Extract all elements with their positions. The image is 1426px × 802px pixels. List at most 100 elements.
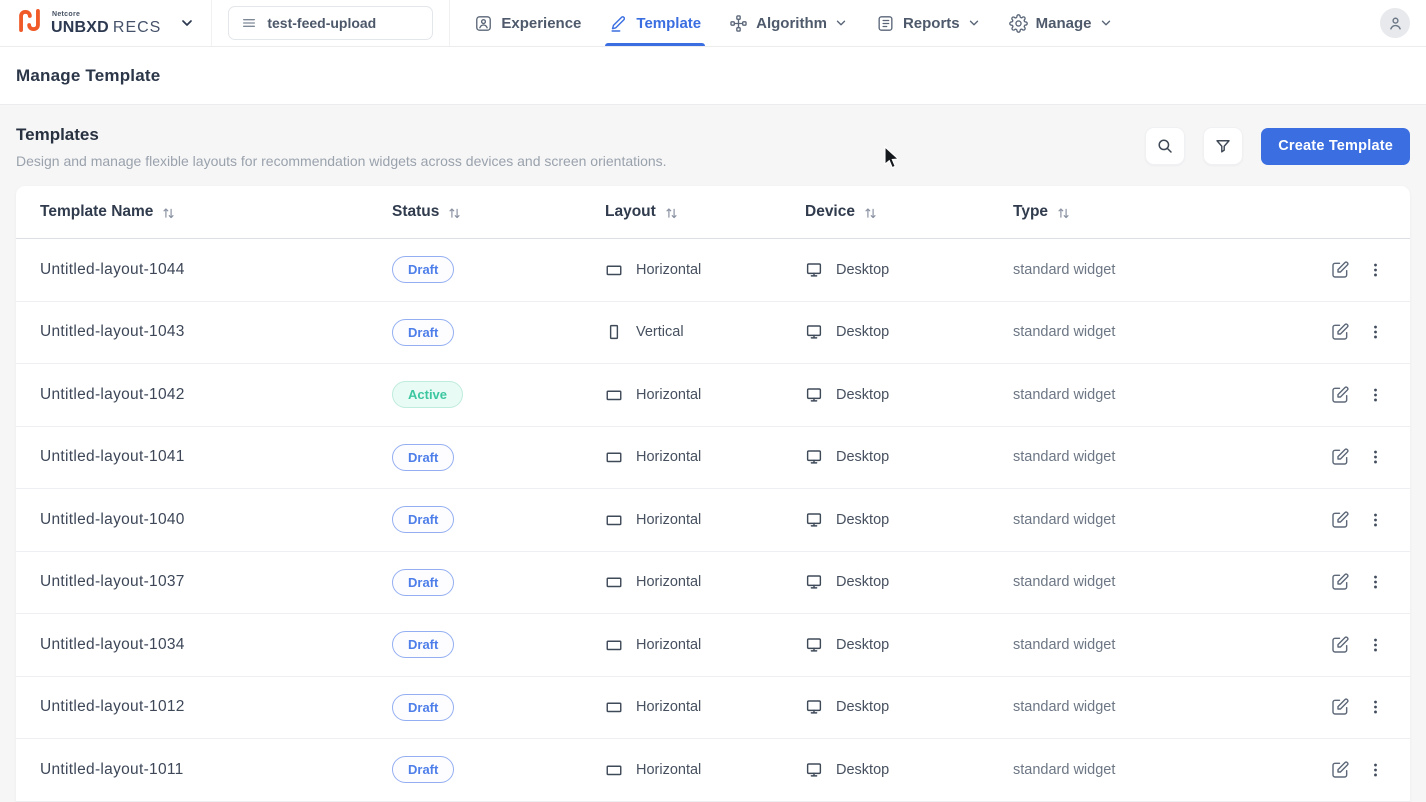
- device-value: Desktop: [836, 699, 890, 716]
- status-badge: Draft: [392, 506, 455, 534]
- status-badge: Draft: [392, 318, 455, 346]
- kebab-menu-icon[interactable]: [1367, 760, 1384, 780]
- nav-item-algorithm[interactable]: Algorithm: [715, 0, 862, 46]
- type-value: standard widget: [1013, 699, 1116, 716]
- template-name: Untitled-layout-1044: [40, 260, 185, 278]
- reports-icon: [876, 14, 895, 33]
- feed-select[interactable]: test-feed-upload: [228, 6, 434, 40]
- brand-logo[interactable]: Netcore UNBXD RECS: [16, 7, 195, 39]
- filter-button[interactable]: [1203, 127, 1244, 165]
- desktop-icon: [805, 698, 823, 716]
- device-value: Desktop: [836, 449, 890, 466]
- experience-icon: [474, 14, 493, 33]
- top-navigation-bar: Netcore UNBXD RECS test-feed-upload: [0, 0, 1426, 47]
- layout-value: Horizontal: [636, 261, 702, 278]
- device-value: Desktop: [836, 511, 890, 528]
- type-value: standard widget: [1013, 636, 1116, 653]
- menu-lines-icon: [241, 15, 257, 31]
- column-header-status[interactable]: Status: [392, 203, 605, 221]
- layout-value: Horizontal: [636, 574, 702, 591]
- status-badge: Draft: [392, 756, 455, 784]
- layout-value: Horizontal: [636, 636, 702, 653]
- type-value: standard widget: [1013, 386, 1116, 403]
- table-row: Untitled-layout-1044 Draft Horizontal De…: [16, 239, 1410, 302]
- section-title: Templates: [16, 125, 99, 144]
- table-row: Untitled-layout-1042 Active Horizontal D…: [16, 364, 1410, 427]
- status-badge: Draft: [392, 631, 455, 659]
- table-row: Untitled-layout-1011 Draft Horizontal De…: [16, 739, 1410, 802]
- sort-icon[interactable]: [1057, 206, 1070, 220]
- kebab-menu-icon[interactable]: [1367, 447, 1384, 467]
- kebab-menu-icon[interactable]: [1367, 510, 1384, 530]
- type-value: standard widget: [1013, 511, 1116, 528]
- nav-item-template[interactable]: Template: [595, 0, 715, 46]
- netcore-logo-icon: [16, 7, 43, 39]
- table-row: Untitled-layout-1043 Draft Vertical Desk…: [16, 302, 1410, 364]
- edit-icon[interactable]: [1330, 385, 1350, 405]
- layout-horizontal-icon: [605, 386, 623, 404]
- nav-label: Template: [636, 14, 702, 32]
- table-row: Untitled-layout-1012 Draft Horizontal De…: [16, 677, 1410, 739]
- edit-icon[interactable]: [1330, 447, 1350, 467]
- kebab-menu-icon[interactable]: [1367, 322, 1384, 342]
- sort-icon[interactable]: [448, 206, 461, 220]
- kebab-menu-icon[interactable]: [1367, 635, 1384, 655]
- layout-value: Horizontal: [636, 511, 702, 528]
- type-value: standard widget: [1013, 574, 1116, 591]
- chevron-down-icon: [967, 16, 981, 30]
- table-row: Untitled-layout-1040 Draft Horizontal De…: [16, 489, 1410, 552]
- edit-icon[interactable]: [1330, 635, 1350, 655]
- nav-item-reports[interactable]: Reports: [862, 0, 995, 46]
- nav-item-manage[interactable]: Manage: [995, 0, 1127, 46]
- column-header-template-name[interactable]: Template Name: [40, 203, 392, 221]
- desktop-icon: [805, 636, 823, 654]
- type-value: standard widget: [1013, 324, 1116, 341]
- template-name: Untitled-layout-1043: [40, 323, 185, 341]
- sort-icon[interactable]: [162, 206, 175, 220]
- desktop-icon: [805, 511, 823, 529]
- type-value: standard widget: [1013, 761, 1116, 778]
- search-button[interactable]: [1145, 127, 1186, 165]
- status-badge: Draft: [392, 256, 455, 284]
- device-value: Desktop: [836, 261, 890, 278]
- edit-icon[interactable]: [1330, 697, 1350, 717]
- kebab-menu-icon[interactable]: [1367, 260, 1384, 280]
- column-header-layout[interactable]: Layout: [605, 203, 805, 221]
- feed-select-value: test-feed-upload: [267, 15, 377, 31]
- layout-horizontal-icon: [605, 761, 623, 779]
- nav-label: Experience: [501, 14, 582, 32]
- device-value: Desktop: [836, 761, 890, 778]
- kebab-menu-icon[interactable]: [1367, 385, 1384, 405]
- gear-icon: [1008, 13, 1028, 33]
- create-template-button[interactable]: Create Template: [1261, 127, 1410, 165]
- edit-icon[interactable]: [1330, 260, 1350, 280]
- layout-value: Horizontal: [636, 699, 702, 716]
- layout-value: Vertical: [636, 324, 684, 341]
- kebab-menu-icon[interactable]: [1367, 697, 1384, 717]
- user-avatar[interactable]: [1380, 8, 1410, 38]
- workspace-chevron-down-icon[interactable]: [179, 15, 195, 31]
- edit-icon[interactable]: [1330, 760, 1350, 780]
- template-name: Untitled-layout-1037: [40, 573, 185, 591]
- kebab-menu-icon[interactable]: [1367, 572, 1384, 592]
- device-value: Desktop: [836, 574, 890, 591]
- table-row: Untitled-layout-1041 Draft Horizontal De…: [16, 427, 1410, 489]
- pencil-icon: [609, 14, 628, 33]
- column-header-type[interactable]: Type: [1013, 203, 1288, 221]
- edit-icon[interactable]: [1330, 322, 1350, 342]
- column-header-device[interactable]: Device: [805, 203, 1013, 221]
- edit-icon[interactable]: [1330, 510, 1350, 530]
- layout-horizontal-icon: [605, 573, 623, 591]
- search-icon: [1156, 137, 1174, 155]
- sort-icon[interactable]: [864, 206, 877, 220]
- sort-icon[interactable]: [665, 206, 678, 220]
- edit-icon[interactable]: [1330, 572, 1350, 592]
- device-value: Desktop: [836, 636, 890, 653]
- template-name: Untitled-layout-1041: [40, 448, 185, 466]
- layout-value: Horizontal: [636, 386, 702, 403]
- brand-company-label: Netcore: [52, 10, 81, 18]
- templates-table: Template Name Status Layout Device: [16, 186, 1410, 802]
- nav-item-experience[interactable]: Experience: [460, 0, 595, 46]
- layout-value: Horizontal: [636, 761, 702, 778]
- section-description: Design and manage flexible layouts for r…: [16, 153, 667, 169]
